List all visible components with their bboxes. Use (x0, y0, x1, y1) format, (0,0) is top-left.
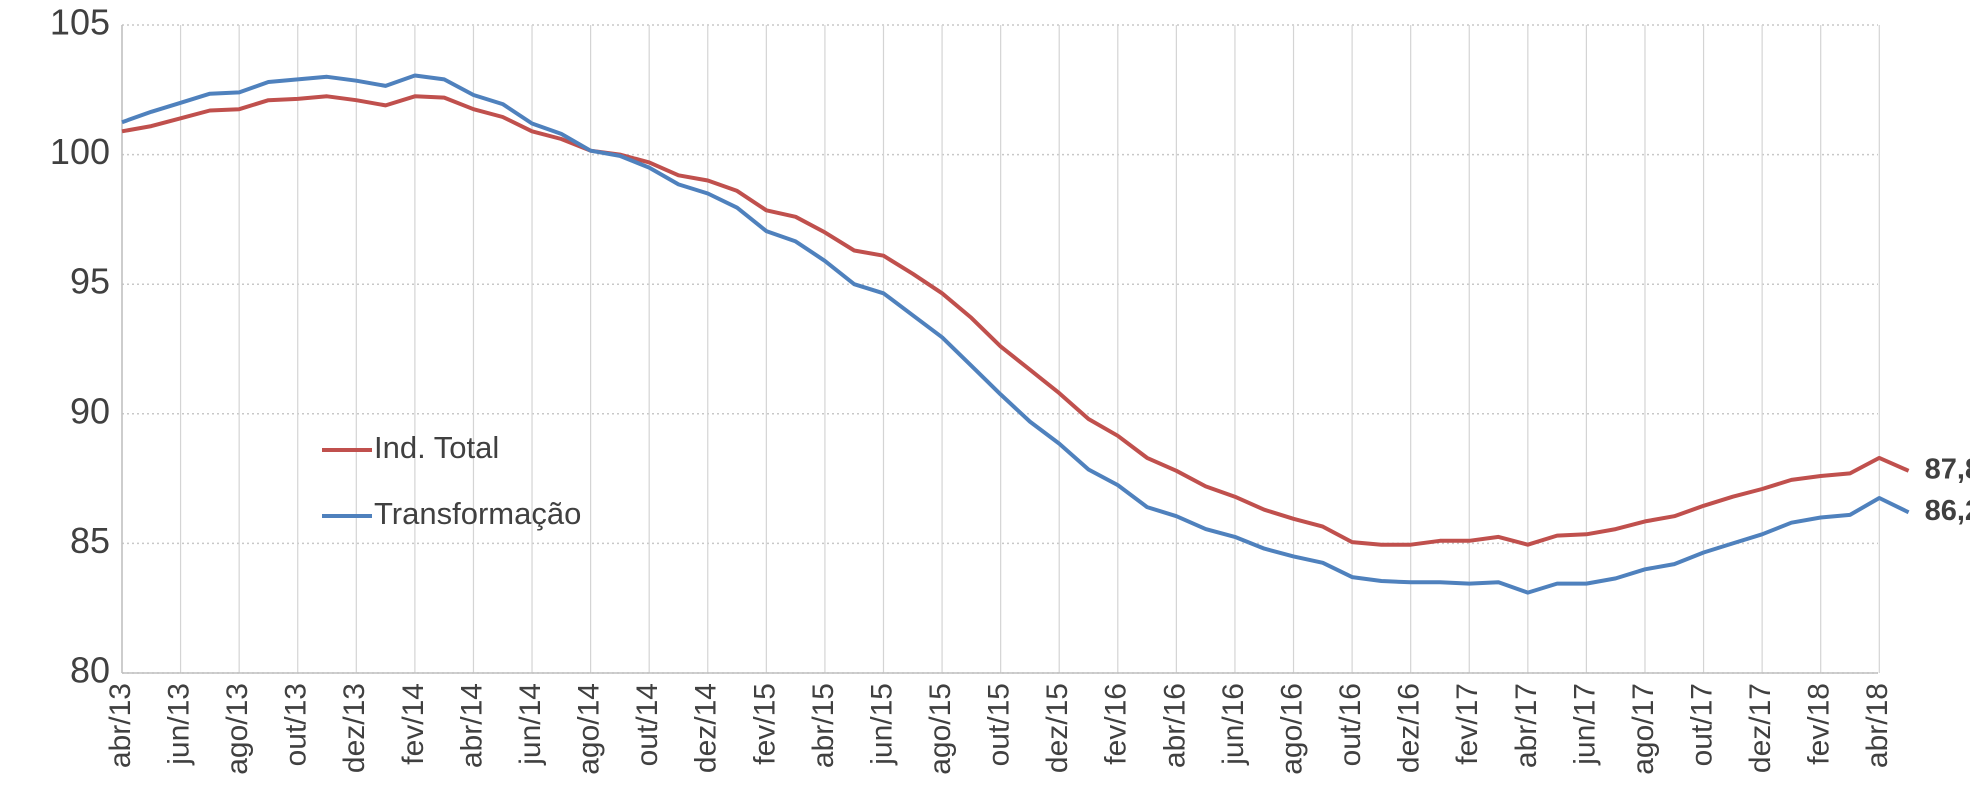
series-line (121, 94, 1910, 547)
x-tick-label: ago/15 (924, 683, 957, 775)
legend-label: Transformação (374, 496, 581, 531)
y-tick-label: 80 (70, 650, 110, 691)
x-tick-label: ago/14 (573, 683, 606, 775)
x-tick-label: out/14 (631, 683, 664, 766)
y-tick-label: 95 (70, 261, 110, 302)
x-tick-label: dez/15 (1041, 683, 1074, 773)
value-label: 87,8 (1925, 453, 1970, 485)
x-tick-label: jun/15 (865, 683, 898, 766)
x-tick-label: abr/16 (1158, 683, 1191, 768)
y-tick-label: 90 (70, 390, 110, 431)
legend-label: Ind. Total (374, 430, 499, 465)
x-tick-label: out/17 (1685, 683, 1718, 766)
x-tick-label: ago/13 (221, 683, 254, 775)
x-tick-label: abr/17 (1510, 683, 1543, 768)
x-tick-label: out/16 (1334, 683, 1367, 766)
x-tick-label: dez/14 (690, 683, 723, 773)
x-tick-label: abr/18 (1861, 683, 1894, 768)
x-tick-label: out/13 (280, 683, 313, 766)
x-tick-label: abr/13 (104, 683, 137, 768)
x-tick-label: dez/16 (1393, 683, 1426, 773)
x-tick-label: fev/16 (1100, 683, 1133, 765)
y-tick-label: 100 (50, 131, 110, 172)
series-line (121, 73, 1910, 595)
x-tick-label: jun/16 (1217, 683, 1250, 766)
value-label: 86,2 (1925, 495, 1970, 527)
x-tick-label: dez/17 (1744, 683, 1777, 773)
x-tick-label: abr/15 (807, 683, 840, 768)
x-tick-label: jun/14 (514, 683, 547, 766)
x-tick-label: fev/17 (1451, 683, 1484, 765)
x-tick-label: fev/14 (397, 683, 430, 765)
x-tick-label: ago/17 (1627, 683, 1660, 775)
x-tick-label: abr/14 (455, 683, 488, 768)
x-tick-label: fev/18 (1803, 683, 1836, 765)
x-tick-label: out/15 (983, 683, 1016, 766)
y-tick-label: 105 (50, 2, 110, 43)
x-tick-label: jun/13 (162, 683, 195, 766)
x-tick-label: fev/15 (748, 683, 781, 765)
x-tick-label: jun/17 (1568, 683, 1601, 766)
x-tick-label: ago/16 (1275, 683, 1308, 775)
x-tick-label: dez/13 (338, 683, 371, 773)
y-tick-label: 85 (70, 520, 110, 561)
